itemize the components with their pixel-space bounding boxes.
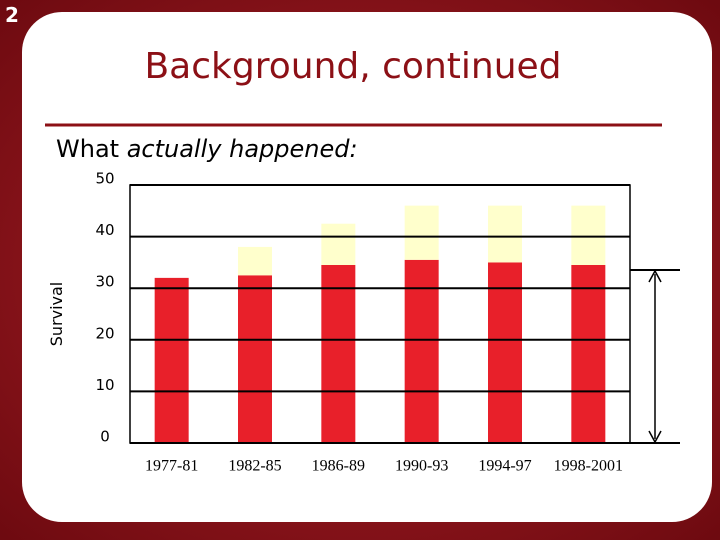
bar-segment: [571, 264, 606, 443]
bar-segment: [321, 264, 356, 443]
bar-segment: [238, 246, 272, 276]
bar-segment: [321, 223, 356, 265]
bar-segment: [404, 205, 439, 260]
subtitle-plain: What: [56, 135, 119, 163]
y-tick-label: 0: [100, 428, 110, 446]
bar-segment: [404, 259, 439, 443]
y-tick-label: 10: [95, 376, 114, 394]
y-tick-label: 30: [95, 273, 114, 291]
slide-panel: [22, 12, 712, 522]
bar-segment: [488, 262, 522, 443]
bar-segment: [488, 205, 522, 263]
range-arrow: [630, 269, 680, 444]
x-tick-label: 1977-81: [145, 458, 198, 475]
bar-segment: [154, 277, 189, 443]
y-tick-label: 20: [95, 324, 114, 342]
y-axis-label: Survival: [47, 282, 66, 347]
slide-title: Background, continued: [144, 46, 561, 87]
arrow-heads: [648, 269, 662, 444]
x-tick-label: 1998-2001: [554, 458, 623, 475]
x-tick-label: 1994-97: [478, 458, 531, 475]
x-tick-label: 1982-85: [228, 458, 281, 475]
y-tick-label: 40: [95, 221, 114, 239]
bar-segment: [238, 275, 272, 443]
y-tick-label: 50: [95, 170, 114, 188]
subtitle-italic: actually happened:: [127, 135, 358, 163]
x-tick-label: 1990-93: [395, 458, 448, 475]
subtitle: What actually happened:: [56, 135, 358, 163]
bar-segment: [571, 205, 606, 265]
slide-number: 2: [5, 3, 19, 27]
plot: 0 10 20 30 40 50 1977-81 1982-85 1986-89 1990-93 1…: [95, 170, 631, 475]
x-tick-label: 1986-89: [312, 458, 365, 475]
